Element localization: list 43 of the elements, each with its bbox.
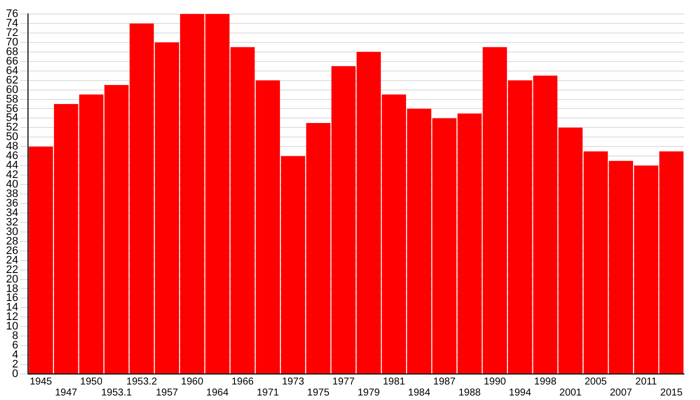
x-tick-label: 1975 [307,387,330,398]
y-tick-label: 20 [6,273,18,286]
y-tick-label: 24 [6,254,18,266]
x-tick-label: 1950 [80,376,103,388]
x-tick-label: 1979 [358,387,380,398]
x-tick-label: 1984 [408,387,431,398]
x-tick-label: 2015 [660,387,683,398]
x-tick-label: 1998 [534,376,557,388]
y-tick-label: 60 [6,84,18,96]
y-tick-label: 26 [6,244,18,257]
y-tick-label: 0 [12,368,18,380]
x-tick-label: 1947 [54,387,78,398]
x-tick-label: 1960 [181,376,204,388]
x-tick-label: 1987 [433,376,456,388]
x-tick-label: 1953.2 [126,376,158,388]
x-tick-label: 1964 [206,387,229,398]
x-tick-label: 1957 [156,387,179,398]
x-tick-label: 2005 [584,376,608,388]
y-tick-label: 28 [6,235,18,248]
y-tick-label: 32 [6,216,18,228]
x-tick-label: 1971 [256,387,280,398]
x-tick-label: 1977 [332,376,356,388]
y-tick-label: 62 [6,74,18,86]
y-tick-label: 34 [6,206,18,219]
x-tick-label: 1994 [508,387,532,398]
y-tick-label: 72 [6,26,18,39]
x-tick-label: 2011 [635,376,658,388]
x-tick-label: 1953.1 [101,387,132,398]
x-tick-label: 1966 [231,376,254,388]
y-tick-label: 30 [6,226,18,238]
y-tick-label: 66 [6,55,18,68]
x-tick-label: 1981 [382,376,406,388]
y-tick-label: 70 [6,36,18,48]
x-tick-label: 2001 [559,387,582,398]
x-tick-label: 1945 [30,376,52,388]
x-tick-label: 1988 [458,387,482,398]
y-tick-label: 68 [6,46,18,58]
x-tick-label: 1973 [282,376,305,388]
x-tick-label: 2007 [610,387,633,398]
y-tick-label: 58 [6,93,18,106]
y-tick-label: 64 [6,64,18,77]
y-tick-label: 22 [6,264,18,276]
x-tick-label: 1990 [484,376,506,388]
